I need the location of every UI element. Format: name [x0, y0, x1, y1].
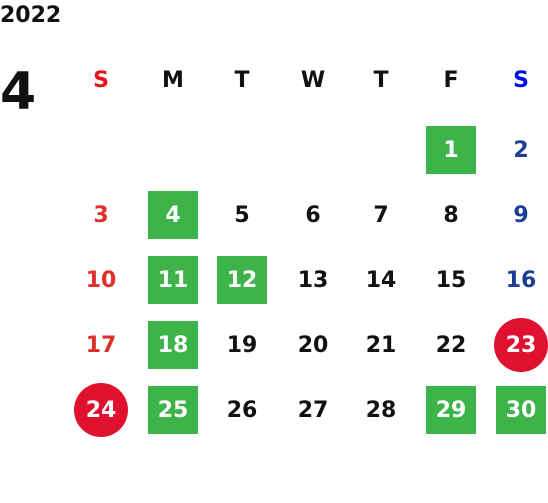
weekday-header: S: [93, 67, 109, 93]
highlighted-day[interactable]: 18: [148, 321, 198, 369]
highlighted-day[interactable]: 23: [494, 318, 548, 372]
highlighted-day[interactable]: 4: [148, 191, 198, 239]
weekday-header: F: [443, 67, 459, 93]
highlighted-day[interactable]: 24: [74, 383, 128, 437]
day[interactable]: 15: [435, 267, 467, 293]
weekday-header: T: [234, 67, 250, 93]
day[interactable]: 26: [226, 397, 258, 423]
year: 2022: [0, 3, 62, 28]
weekday-header: T: [373, 67, 389, 93]
day[interactable]: 17: [85, 332, 117, 358]
weekday-header: W: [300, 67, 326, 93]
day[interactable]: 7: [373, 202, 389, 228]
weekday-header: S: [513, 67, 529, 93]
day[interactable]: 19: [226, 332, 258, 358]
day[interactable]: 28: [365, 397, 397, 423]
day[interactable]: 27: [297, 397, 329, 423]
day[interactable]: 16: [505, 267, 537, 293]
day[interactable]: 22: [435, 332, 467, 358]
day[interactable]: 5: [234, 202, 250, 228]
highlighted-day[interactable]: 12: [217, 256, 267, 304]
day[interactable]: 14: [365, 267, 397, 293]
day[interactable]: 6: [305, 202, 321, 228]
day[interactable]: 3: [93, 202, 109, 228]
highlighted-day[interactable]: 1: [426, 126, 476, 174]
highlighted-day[interactable]: 30: [496, 386, 546, 434]
month: 4: [0, 62, 37, 122]
highlighted-day[interactable]: 25: [148, 386, 198, 434]
highlighted-day[interactable]: 11: [148, 256, 198, 304]
day[interactable]: 2: [513, 137, 529, 163]
highlighted-day[interactable]: 29: [426, 386, 476, 434]
weekday-header: M: [162, 67, 184, 93]
day[interactable]: 20: [297, 332, 329, 358]
day[interactable]: 10: [85, 267, 117, 293]
day[interactable]: 13: [297, 267, 329, 293]
day[interactable]: 9: [513, 202, 529, 228]
day[interactable]: 8: [443, 202, 459, 228]
day[interactable]: 21: [365, 332, 397, 358]
